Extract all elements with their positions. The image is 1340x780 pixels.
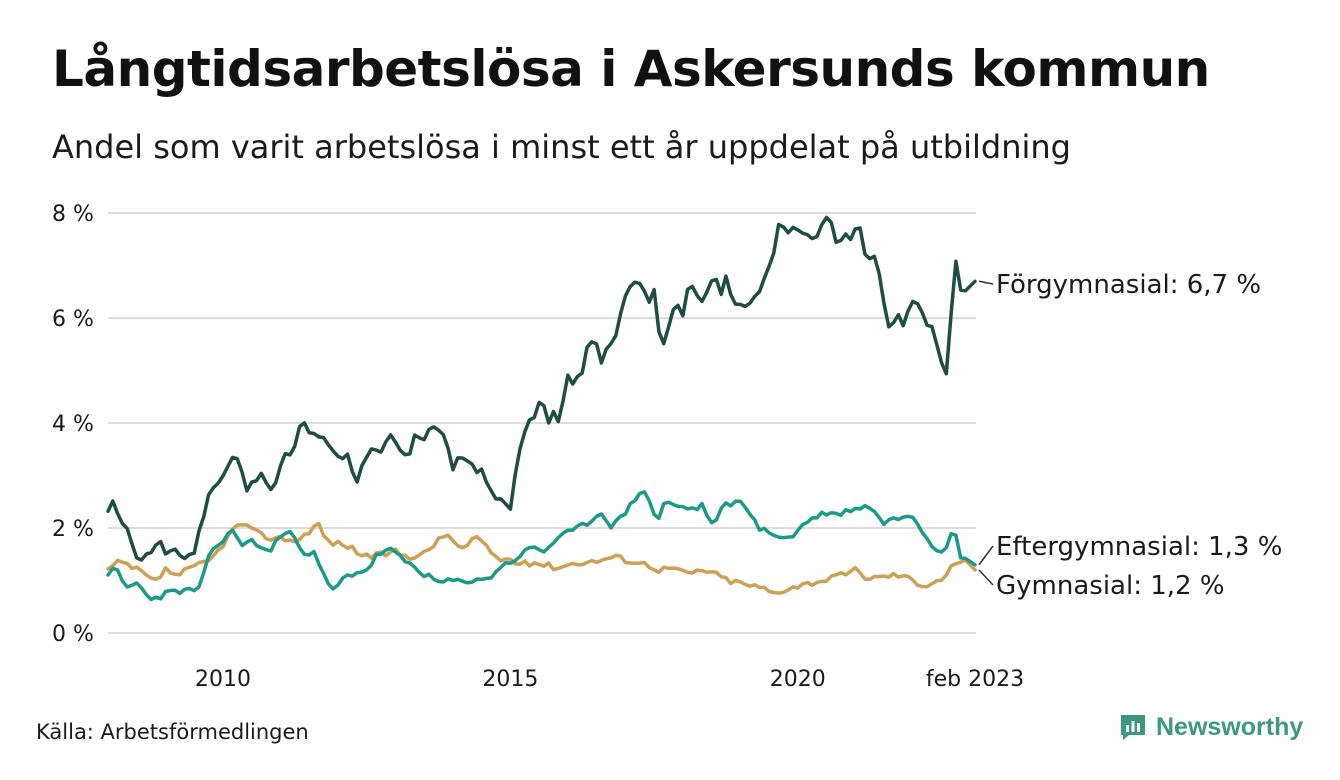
x-tick-label: feb 2023: [926, 667, 1024, 692]
y-tick-label: 8 %: [52, 202, 94, 227]
chart-title: Långtidsarbetslösa i Askersunds kommun: [52, 40, 1210, 98]
series-lines: [106, 215, 977, 602]
x-tick-label: 2020: [770, 667, 826, 692]
brand-logo[interactable]: Newsworthy: [1118, 712, 1303, 742]
chart-subtitle: Andel som varit arbetslösa i minst ett å…: [52, 128, 1071, 166]
y-axis-ticks: 0 % 2 % 4 % 6 % 8 %: [52, 202, 94, 647]
leader-line-eftergymnasial: [978, 545, 994, 566]
end-labels: Förgymnasial: 6,7 % Eftergymnasial: 1,3 %…: [978, 270, 1282, 601]
grid-lines: [108, 212, 976, 634]
x-tick-label: 2015: [482, 667, 538, 692]
end-label-eftergymnasial: Eftergymnasial: 1,3 %: [996, 532, 1282, 562]
leader-line-forgymnasial: [978, 280, 994, 285]
newsworthy-logo-icon: [1121, 715, 1145, 740]
end-label-gymnasial: Gymnasial: 1,2 %: [996, 571, 1225, 601]
y-tick-label: 4 %: [52, 412, 94, 437]
x-tick-label: 2010: [195, 667, 251, 692]
brand-name: Newsworthy: [1156, 712, 1304, 741]
series-line-gymnasial: [106, 521, 977, 595]
y-tick-label: 6 %: [52, 307, 94, 332]
y-tick-label: 0 %: [52, 622, 94, 647]
end-label-forgymnasial: Förgymnasial: 6,7 %: [996, 270, 1261, 300]
y-tick-label: 2 %: [52, 517, 94, 542]
source-note: Källa: Arbetsförmedlingen: [36, 720, 309, 744]
series-line-forgymnasial: [106, 215, 977, 562]
leader-line-gymnasial: [978, 569, 994, 586]
x-axis-ticks: 2010 2015 2020 feb 2023: [195, 667, 1024, 692]
series-line-eftergymnasial: [106, 490, 977, 602]
